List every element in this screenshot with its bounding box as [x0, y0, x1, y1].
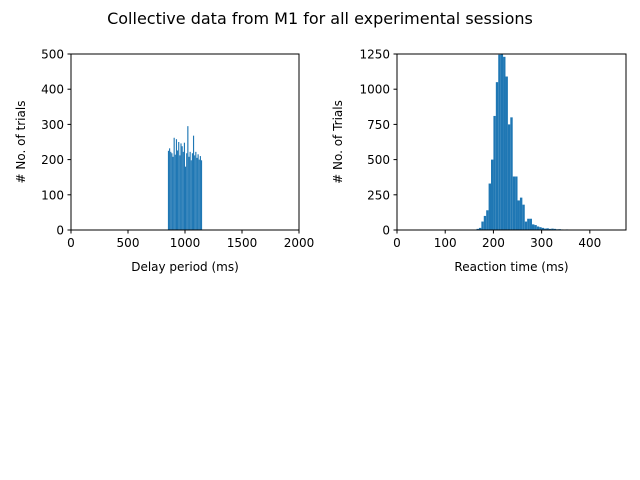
- histogram-bar: [195, 151, 197, 230]
- histogram-bar: [531, 224, 535, 230]
- histogram-bar: [546, 228, 549, 230]
- x-tick-label: 0: [67, 236, 75, 250]
- histogram-bar: [172, 156, 174, 230]
- histogram-bar: [522, 204, 525, 230]
- x-tick-label: 2000: [284, 236, 315, 250]
- histogram-bar: [481, 221, 484, 230]
- histogram-bar: [515, 176, 518, 230]
- histogram-bar: [486, 210, 489, 230]
- histogram-bar: [534, 225, 537, 230]
- y-tick-label: 200: [41, 153, 64, 167]
- x-tick-label: 100: [434, 236, 457, 250]
- y-tick-label: 250: [367, 188, 390, 202]
- x-tick-label: 1000: [170, 236, 201, 250]
- reaction-time-histogram: 0 100 200 300 400 0 250 500 750 1000 1250 Reaction …: [331, 48, 627, 274]
- x-tick-label: 400: [578, 236, 601, 250]
- histogram-bar: [507, 124, 511, 230]
- histogram-bar: [476, 228, 479, 230]
- x-axis-label: Delay period (ms): [131, 260, 239, 274]
- histogram-bar: [169, 148, 171, 230]
- histogram-bar: [478, 227, 482, 230]
- histogram-bar: [488, 183, 492, 230]
- histogram-bar: [197, 154, 199, 230]
- histogram-bar: [186, 153, 188, 230]
- histogram-bar: [536, 226, 540, 230]
- histogram-bar: [196, 157, 198, 230]
- histogram-bar: [173, 137, 175, 230]
- histogram-bar: [498, 54, 501, 231]
- histogram-bar: [500, 54, 504, 230]
- histogram-bar: [167, 150, 170, 230]
- histogram-bar: [544, 228, 547, 230]
- histogram-bar: [175, 139, 178, 230]
- histogram-bar: [553, 228, 557, 230]
- histogram-bar: [524, 221, 528, 230]
- histogram-bar: [539, 227, 542, 230]
- histogram-bar: [183, 142, 185, 230]
- histogram-bar: [170, 151, 172, 230]
- histogram-bar: [510, 117, 513, 230]
- histogram-bar: [548, 228, 552, 230]
- x-tick-label: 500: [117, 236, 140, 250]
- histogram-bar: [182, 151, 184, 230]
- delay-period-histogram: 0 500 1000 1500 2000 0 100 200 300 400 500 Delay pe…: [14, 48, 314, 275]
- histogram-bar: [185, 166, 187, 230]
- y-tick-label: 1250: [359, 48, 390, 62]
- y-tick-label: 750: [367, 118, 390, 132]
- histogram-bar: [189, 151, 191, 230]
- x-tick-label: 300: [530, 236, 553, 250]
- y-tick-label: 500: [41, 48, 64, 62]
- histogram-bar: [483, 215, 487, 230]
- histogram-bar: [529, 218, 532, 230]
- y-tick-label: 100: [41, 188, 64, 202]
- histogram-bar: [178, 142, 180, 230]
- histogram-bar: [493, 115, 496, 230]
- x-tick-label: 1500: [227, 236, 258, 250]
- histogram-bar: [171, 153, 173, 230]
- histogram-bar: [194, 155, 196, 230]
- histogram-bar: [188, 156, 190, 230]
- histogram-bar: [512, 176, 516, 230]
- histogram-bar: [503, 56, 506, 230]
- y-tick-label: 400: [41, 83, 64, 97]
- histogram-bar: [198, 159, 200, 230]
- histogram-bar: [181, 146, 183, 230]
- histogram-bar: [551, 228, 554, 230]
- histogram-bar: [527, 218, 530, 230]
- y-tick-label: 500: [367, 153, 390, 167]
- y-tick-label: 0: [382, 224, 390, 238]
- histogram-bar: [505, 76, 508, 230]
- histogram-bar: [180, 143, 182, 230]
- histogram-bar: [187, 126, 189, 230]
- histogram-bar: [177, 150, 179, 230]
- histogram-bar: [174, 154, 176, 230]
- histogram-bar: [517, 200, 520, 230]
- histogram-bar: [191, 153, 193, 230]
- histogram-bar: [192, 135, 195, 230]
- histogram-bar: [495, 82, 499, 230]
- histogram-bar: [541, 227, 545, 230]
- y-axis-label: # No. of trials: [14, 101, 28, 184]
- y-axis-label: # No. of Trials: [331, 100, 345, 184]
- x-tick-label: 0: [393, 236, 401, 250]
- x-tick-label: 200: [482, 236, 505, 250]
- y-tick-label: 0: [56, 224, 64, 238]
- histogram-bar: [190, 160, 192, 230]
- histogram-bar: [491, 159, 494, 230]
- histogram-bar: [519, 197, 523, 230]
- x-axis-label: Reaction time (ms): [454, 260, 568, 274]
- y-tick-label: 1000: [359, 83, 390, 97]
- histogram-bar: [200, 160, 203, 230]
- figure-suptitle: Collective data from M1 for all experime…: [107, 9, 533, 28]
- histogram-bar: [199, 156, 201, 230]
- axes-frame: [396, 53, 627, 231]
- histogram-bar: [179, 155, 181, 230]
- y-tick-label: 300: [41, 118, 64, 132]
